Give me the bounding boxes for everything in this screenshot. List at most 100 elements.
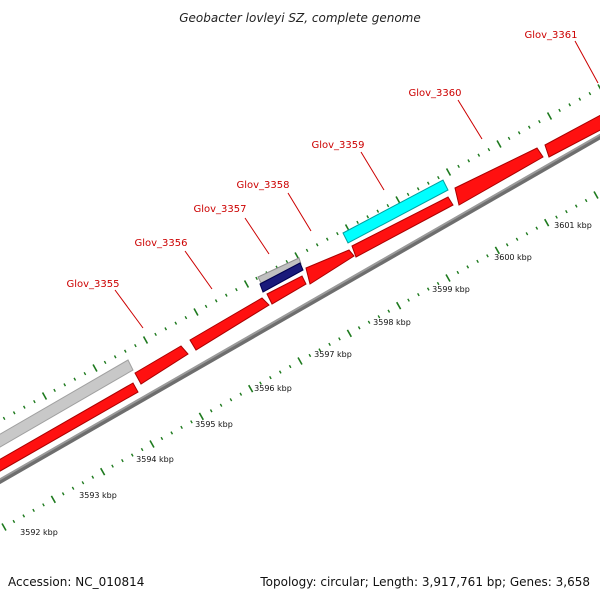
outer-minor-tick bbox=[53, 388, 56, 393]
outer-minor-tick bbox=[255, 276, 258, 281]
outer-minor-tick bbox=[83, 371, 87, 376]
inner-minor-tick bbox=[61, 492, 65, 496]
inner-minor-tick bbox=[91, 475, 95, 479]
inner-minor-tick bbox=[160, 436, 164, 441]
kbp-label-3600: 3600 kbp bbox=[494, 253, 532, 262]
outer-minor-tick bbox=[336, 231, 339, 236]
outer-minor-tick bbox=[467, 159, 471, 163]
inner-major-tick bbox=[494, 246, 500, 255]
cds-arrow-glov-3358[interactable] bbox=[305, 249, 355, 285]
outer-major-tick bbox=[193, 308, 199, 316]
inner-major-tick bbox=[346, 329, 352, 338]
inner-minor-tick bbox=[269, 375, 272, 380]
gene-label-glov-3355: Glov_3355 bbox=[66, 279, 119, 290]
inner-minor-tick bbox=[456, 270, 460, 275]
genome-summary-text: Topology: circular; Length: 3,917,761 bp… bbox=[260, 575, 590, 589]
gene-navy-feature[interactable] bbox=[259, 262, 304, 293]
outer-minor-tick bbox=[406, 192, 410, 197]
outer-minor-tick bbox=[214, 299, 218, 303]
gene-label-glov-3357: Glov_3357 bbox=[193, 204, 246, 215]
outer-minor-tick bbox=[588, 91, 592, 96]
cds-arrow-glov-3361[interactable] bbox=[544, 110, 600, 158]
cds-arrow-glov-3356[interactable] bbox=[189, 297, 270, 351]
gene-label-glov-3361: Glov_3361 bbox=[524, 30, 577, 41]
inner-minor-tick bbox=[328, 342, 331, 347]
inner-minor-tick bbox=[515, 237, 519, 241]
outer-major-tick bbox=[142, 336, 149, 344]
inner-major-tick bbox=[100, 467, 106, 476]
outer-minor-tick bbox=[134, 343, 137, 348]
outer-minor-tick bbox=[366, 215, 370, 219]
outer-major-tick bbox=[41, 392, 48, 400]
cds-arrow-main[interactable] bbox=[0, 382, 139, 474]
gene-gray-feature[interactable] bbox=[0, 359, 134, 450]
outer-major-tick bbox=[92, 364, 98, 372]
outer-minor-tick bbox=[224, 293, 228, 297]
cds-arrow-glov-3357[interactable] bbox=[266, 275, 307, 305]
outer-minor-tick bbox=[154, 332, 157, 337]
outer-major-tick bbox=[395, 196, 401, 204]
outer-minor-tick bbox=[356, 220, 359, 225]
outer-major-tick bbox=[496, 140, 502, 148]
inner-minor-tick bbox=[32, 508, 35, 513]
outer-minor-tick bbox=[123, 349, 127, 353]
inner-major-tick bbox=[149, 440, 155, 448]
inner-minor-tick bbox=[259, 381, 262, 385]
kbp-scale-labels: 3592 kbp 3593 kbp 3594 kbp 3595 kbp 3596… bbox=[20, 221, 592, 537]
outer-minor-tick bbox=[487, 147, 491, 152]
kbp-label-3596: 3596 kbp bbox=[254, 384, 292, 393]
inner-minor-tick bbox=[584, 198, 588, 203]
outer-minor-tick bbox=[507, 136, 511, 141]
outer-minor-tick bbox=[426, 181, 430, 185]
cds-arrow-glov-3355[interactable] bbox=[134, 345, 189, 385]
inner-minor-tick bbox=[357, 326, 361, 330]
gene-track[interactable] bbox=[0, 110, 600, 474]
outer-minor-tick bbox=[538, 119, 541, 124]
inner-minor-tick bbox=[278, 370, 282, 374]
inner-minor-tick bbox=[407, 298, 410, 302]
gene-cyan-feature[interactable] bbox=[342, 179, 449, 244]
kbp-label-3595: 3595 kbp bbox=[195, 420, 233, 429]
outer-minor-tick bbox=[578, 97, 582, 101]
inner-minor-tick bbox=[42, 503, 45, 507]
outer-minor-tick bbox=[113, 355, 117, 359]
inner-major-tick bbox=[297, 357, 303, 365]
gene-callouts bbox=[114, 40, 599, 329]
outer-minor-tick bbox=[457, 164, 460, 169]
kbp-label-3598: 3598 kbp bbox=[373, 318, 411, 327]
outer-minor-tick bbox=[103, 360, 107, 365]
inner-minor-tick bbox=[180, 425, 183, 430]
kbp-label-3597: 3597 kbp bbox=[314, 350, 352, 359]
inner-minor-tick bbox=[436, 281, 440, 286]
inner-major-tick bbox=[1, 523, 7, 531]
gene-labels: Glov_3355 Glov_3356 Glov_3357 Glov_3358 … bbox=[66, 30, 577, 290]
inner-major-tick bbox=[396, 301, 402, 310]
accession-text: Accession: NC_010814 bbox=[8, 575, 145, 589]
outer-minor-tick bbox=[386, 203, 390, 208]
outer-minor-tick bbox=[184, 315, 188, 320]
outer-minor-tick bbox=[477, 153, 481, 157]
inner-minor-tick bbox=[574, 204, 578, 208]
inner-minor-tick bbox=[229, 398, 233, 402]
inner-minor-tick bbox=[121, 458, 124, 463]
cds-arrow-glov-3359[interactable] bbox=[351, 196, 454, 258]
cds-arrow-glov-3360[interactable] bbox=[454, 147, 544, 206]
outer-major-tick bbox=[597, 84, 600, 90]
inner-minor-tick bbox=[486, 254, 489, 258]
outer-minor-tick bbox=[517, 131, 521, 135]
inner-minor-tick bbox=[12, 519, 16, 524]
outer-minor-tick bbox=[325, 237, 329, 241]
gene-label-glov-3359: Glov_3359 bbox=[311, 140, 364, 151]
inner-major-tick bbox=[198, 412, 204, 421]
outer-minor-tick bbox=[2, 416, 6, 421]
inner-minor-tick bbox=[476, 259, 479, 264]
outer-minor-tick bbox=[315, 243, 319, 247]
kbp-label-3592: 3592 kbp bbox=[20, 528, 58, 537]
inner-minor-tick bbox=[140, 447, 144, 452]
inner-minor-tick bbox=[81, 481, 85, 485]
outer-minor-tick bbox=[305, 248, 309, 253]
inner-minor-tick bbox=[71, 486, 75, 490]
gene-gray-small[interactable] bbox=[257, 257, 302, 284]
inner-major-tick bbox=[445, 274, 451, 282]
